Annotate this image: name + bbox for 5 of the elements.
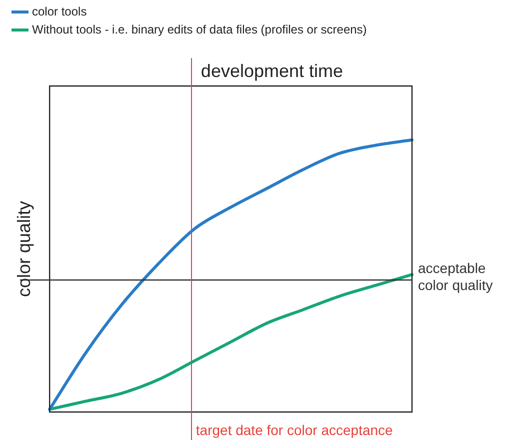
x-axis-title: development time <box>200 60 344 81</box>
ref-line-label: acceptable color quality <box>418 260 493 293</box>
text: target date for color acceptance <box>196 422 393 438</box>
legend-label: color tools <box>32 4 87 18</box>
legend-label: Without tools - i.e. binary edits of data files (profiles or screens) <box>32 22 367 36</box>
